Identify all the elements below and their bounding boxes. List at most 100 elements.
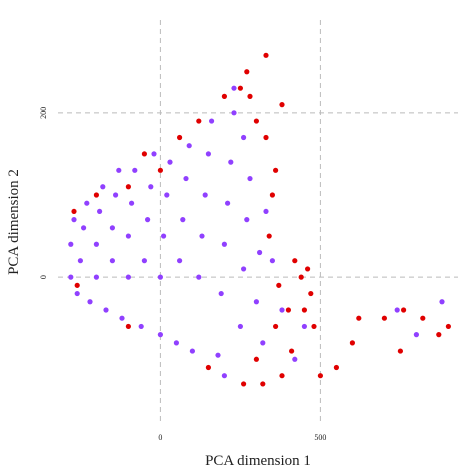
- point: [253, 356, 259, 362]
- point: [125, 274, 131, 280]
- point: [186, 143, 192, 149]
- point: [237, 323, 243, 330]
- point: [74, 290, 80, 297]
- point: [317, 373, 323, 379]
- point: [215, 352, 221, 358]
- point: [209, 118, 215, 124]
- point: [183, 175, 189, 182]
- point: [241, 134, 247, 141]
- point: [196, 118, 202, 124]
- point: [202, 192, 208, 198]
- point: [241, 266, 247, 272]
- point: [381, 315, 387, 321]
- y-tick-label: 200: [39, 107, 48, 119]
- point: [253, 118, 259, 124]
- point: [356, 315, 362, 321]
- point: [228, 159, 234, 165]
- point: [125, 184, 131, 190]
- point: [125, 233, 131, 239]
- point: [308, 290, 314, 297]
- point: [305, 266, 311, 272]
- point: [285, 307, 291, 313]
- point: [71, 217, 77, 223]
- y-axis-title: PCA dimension 2: [6, 169, 22, 275]
- point: [74, 282, 80, 288]
- point: [260, 340, 266, 346]
- point: [68, 241, 74, 247]
- point: [164, 192, 170, 198]
- point: [436, 332, 442, 338]
- point: [97, 208, 103, 215]
- point: [157, 167, 163, 173]
- point: [148, 184, 154, 190]
- point: [237, 85, 243, 91]
- point: [180, 217, 186, 223]
- point: [292, 356, 298, 362]
- point: [93, 192, 99, 198]
- point: [349, 340, 355, 346]
- point: [71, 208, 77, 215]
- point: [81, 225, 87, 231]
- point: [273, 323, 279, 330]
- point: [132, 167, 138, 173]
- point: [247, 93, 253, 99]
- point: [68, 274, 74, 280]
- point: [119, 315, 125, 321]
- point: [221, 241, 227, 247]
- point: [263, 208, 269, 215]
- point: [269, 192, 275, 198]
- point: [260, 381, 266, 387]
- point: [263, 134, 269, 141]
- point: [157, 274, 163, 280]
- point: [231, 85, 237, 91]
- point: [273, 167, 279, 173]
- point: [100, 184, 106, 190]
- point: [241, 381, 247, 387]
- point: [177, 258, 183, 264]
- point: [225, 200, 231, 206]
- point: [401, 307, 407, 313]
- y-tick-label: 0: [39, 275, 48, 279]
- point: [298, 274, 304, 280]
- point: [151, 151, 157, 157]
- point: [109, 225, 115, 231]
- point: [141, 151, 147, 157]
- point: [301, 323, 307, 330]
- point: [257, 249, 263, 256]
- x-tick-label: 0: [158, 433, 162, 442]
- point: [445, 323, 451, 330]
- point: [289, 348, 295, 354]
- x-axis-title: PCA dimension 1: [205, 453, 311, 469]
- point: [279, 307, 285, 313]
- point: [266, 233, 272, 239]
- point: [279, 373, 285, 379]
- point: [247, 175, 253, 182]
- point: [413, 332, 419, 338]
- point: [244, 217, 250, 223]
- point: [205, 151, 211, 157]
- point: [77, 258, 83, 264]
- point: [205, 364, 211, 371]
- point: [113, 192, 119, 198]
- point: [177, 134, 183, 141]
- point: [161, 233, 167, 239]
- point: [93, 274, 99, 280]
- point: [141, 258, 147, 264]
- point: [231, 110, 237, 116]
- point: [333, 364, 339, 371]
- point: [196, 274, 202, 280]
- point: [439, 299, 445, 305]
- point: [276, 282, 282, 288]
- point: [199, 233, 205, 239]
- point: [157, 332, 163, 338]
- point: [253, 299, 259, 305]
- point: [301, 307, 307, 313]
- point: [221, 373, 227, 379]
- point: [218, 290, 224, 297]
- point: [221, 93, 227, 99]
- point: [129, 200, 135, 206]
- point: [109, 258, 115, 264]
- point: [394, 307, 400, 313]
- point: [269, 258, 275, 264]
